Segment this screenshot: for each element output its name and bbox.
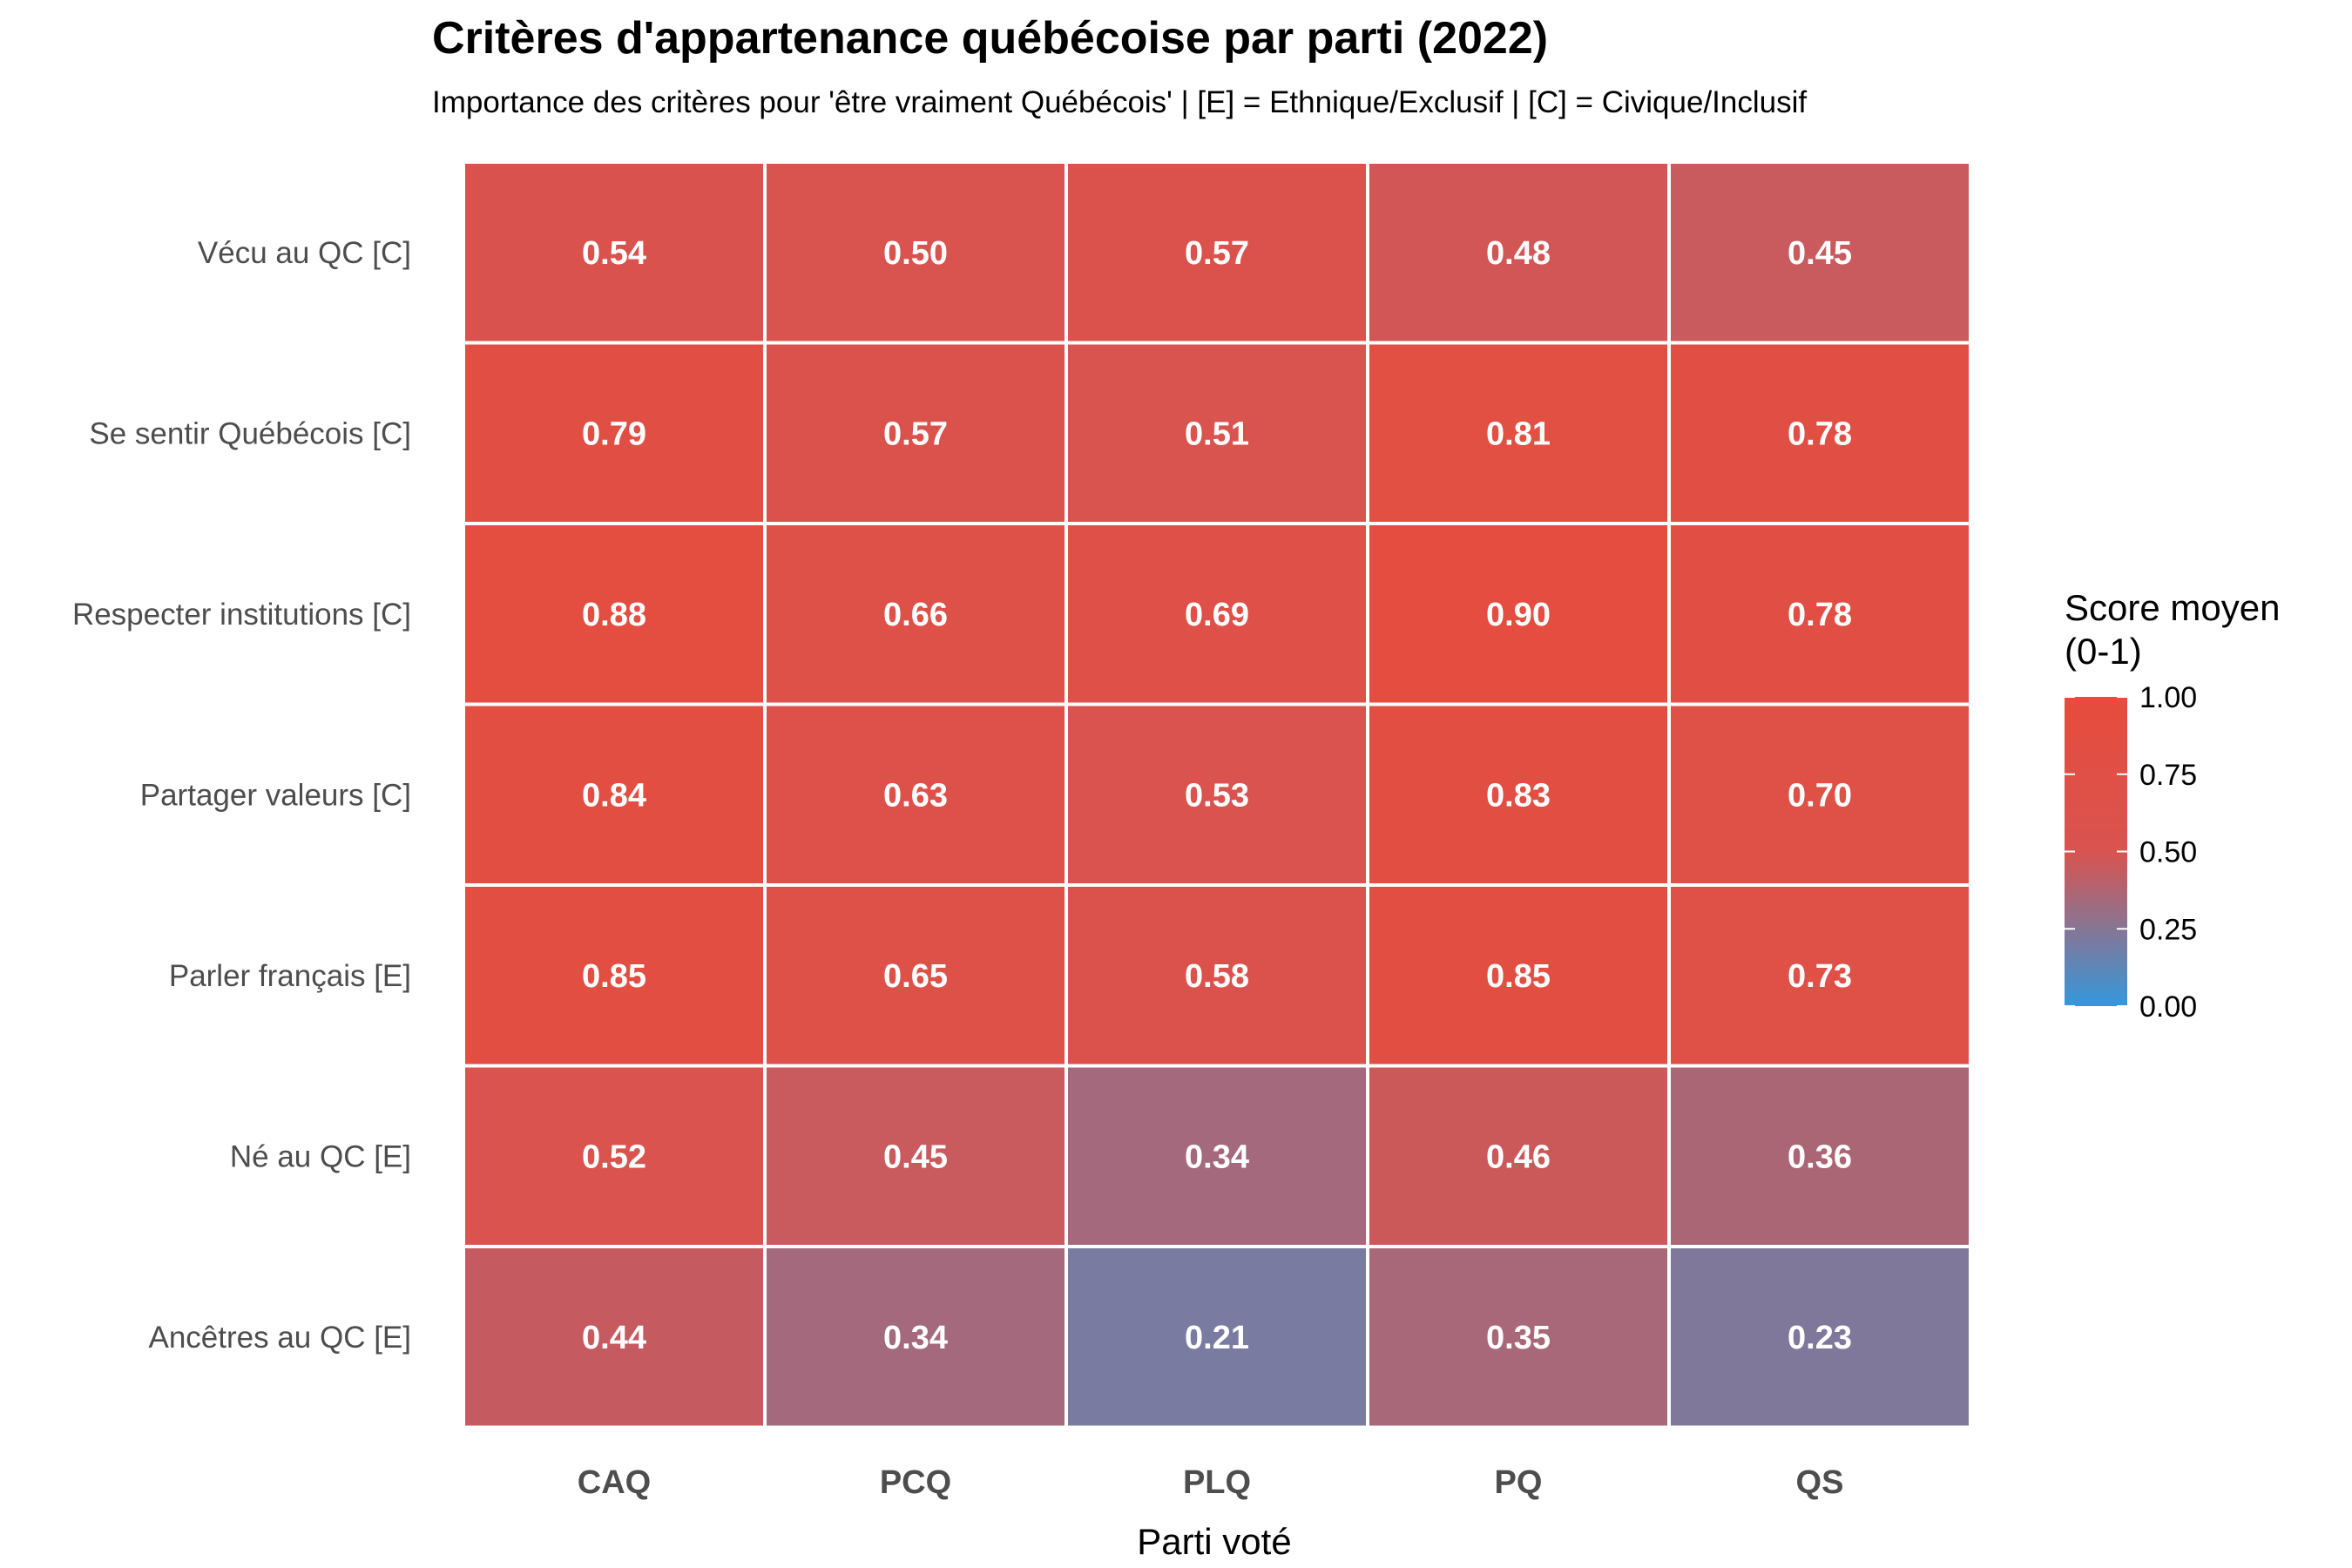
x-tick-label: CAQ (578, 1464, 651, 1501)
legend-title-line-2: (0-1) (2065, 631, 2142, 672)
heatmap-cell (1064, 341, 1369, 525)
chart-subtitle: Importance des critères pour 'être vraim… (432, 85, 1808, 119)
heatmap-cell (1366, 1245, 1671, 1429)
cell-value-label: 0.84 (582, 777, 646, 814)
legend-tick-label: 0.00 (2139, 990, 2197, 1024)
cell-value-label: 0.44 (582, 1320, 646, 1356)
legend-ticks: 0.00 0.25 0.50 0.75 1.00 (2065, 681, 2197, 1024)
heatmap-cells: 0.54 0.50 0.57 0.48 0.45 0.79 0.57 0.51 0.81 0.78… (462, 160, 1972, 1429)
cell-value-label: 0.70 (1788, 777, 1852, 814)
heatmap-cell (763, 1245, 1068, 1429)
heatmap-cell (1064, 522, 1369, 706)
cell-value-label: 0.90 (1486, 597, 1551, 633)
cell-value-label: 0.50 (883, 235, 948, 272)
cell-value-label: 0.51 (1185, 416, 1249, 452)
legend-tick-label: 0.75 (2139, 759, 2197, 792)
heatmap-cell (1667, 1064, 1972, 1248)
heatmap-cell (462, 1064, 767, 1248)
heatmap-cell (1366, 883, 1671, 1068)
cell-value-label: 0.58 (1185, 958, 1249, 995)
cell-value-label: 0.48 (1486, 235, 1551, 272)
cell-value-label: 0.53 (1185, 777, 1249, 814)
cell-value-label: 0.21 (1185, 1320, 1249, 1356)
heatmap-cell (763, 702, 1068, 887)
heatmap-cell (1667, 522, 1972, 706)
heatmap-cell (462, 1245, 767, 1429)
x-axis-title: Parti voté (1137, 1521, 1291, 1562)
legend-tick-label: 0.25 (2139, 913, 2197, 946)
x-tick-label: PCQ (880, 1464, 951, 1501)
cell-value-label: 0.65 (883, 958, 948, 995)
heatmap-cell (1366, 522, 1671, 706)
heatmap-cell (1064, 883, 1369, 1068)
heatmap-cell (462, 341, 767, 525)
heatmap-cell (1667, 1245, 1972, 1429)
legend-title-line-1: Score moyen (2065, 587, 2280, 628)
cell-value-label: 0.63 (883, 777, 948, 814)
heatmap-cell (462, 522, 767, 706)
y-tick-label: Vécu au QC [C] (198, 236, 411, 270)
column-labels: CAQ PCQ PLQ PQ QS (578, 1464, 1844, 1501)
cell-value-label: 0.83 (1486, 777, 1551, 814)
cell-value-label: 0.85 (1486, 958, 1551, 995)
cell-value-label: 0.36 (1788, 1139, 1852, 1175)
heatmap-cell (1064, 702, 1369, 887)
y-tick-label: Parler français [E] (169, 959, 411, 993)
heatmap-cell (1667, 702, 1972, 887)
cell-value-label: 0.88 (582, 597, 646, 633)
cell-value-label: 0.57 (883, 416, 948, 452)
cell-value-label: 0.73 (1788, 958, 1852, 995)
y-tick-label: Ancêtres au QC [E] (148, 1321, 411, 1355)
legend-tick-label: 0.50 (2139, 836, 2197, 869)
cell-value-label: 0.54 (582, 235, 646, 272)
y-tick-label: Se sentir Québécois [C] (89, 416, 411, 450)
x-tick-label: PLQ (1183, 1464, 1251, 1501)
x-tick-label: QS (1796, 1464, 1844, 1501)
heatmap-cell (763, 1064, 1068, 1248)
heatmap-cell (763, 522, 1068, 706)
heatmap-cell (1667, 160, 1972, 345)
heatmap-cell (1366, 160, 1671, 345)
x-tick-label: PQ (1495, 1464, 1543, 1501)
heatmap-cell (1064, 1064, 1369, 1248)
cell-value-label: 0.78 (1788, 597, 1852, 633)
cell-value-label: 0.85 (582, 958, 646, 995)
cell-value-label: 0.69 (1185, 597, 1249, 633)
cell-value-label: 0.34 (883, 1320, 948, 1356)
heatmap-cell (462, 883, 767, 1068)
y-tick-label: Né au QC [E] (230, 1139, 411, 1173)
cell-value-label: 0.52 (582, 1139, 646, 1175)
cell-value-label: 0.23 (1788, 1320, 1852, 1356)
y-tick-label: Respecter institutions [C] (72, 598, 411, 632)
chart-title: Critères d'appartenance québécoise par p… (432, 13, 1549, 64)
y-tick-label: Partager valeurs [C] (140, 778, 411, 812)
legend-tick-label: 1.00 (2139, 681, 2197, 714)
cell-value-label: 0.78 (1788, 416, 1852, 452)
color-legend: Score moyen (0-1) 0.00 0.25 0.50 0.75 1.00 (2065, 587, 2280, 1024)
cell-value-label: 0.81 (1486, 416, 1551, 452)
heatmap-cell (763, 341, 1068, 525)
cell-value-label: 0.46 (1486, 1139, 1551, 1175)
cell-value-label: 0.34 (1185, 1139, 1249, 1175)
cell-value-label: 0.57 (1185, 235, 1249, 272)
cell-value-label: 0.79 (582, 416, 646, 452)
cell-value-label: 0.45 (883, 1139, 948, 1175)
heatmap-cell (1667, 883, 1972, 1068)
cell-value-label: 0.45 (1788, 235, 1852, 272)
heatmap-cell (1667, 341, 1972, 525)
cell-value-label: 0.35 (1486, 1320, 1551, 1356)
heatmap-cell (1064, 1245, 1369, 1429)
cell-value-label: 0.66 (883, 597, 948, 633)
row-labels: Vécu au QC [C] Se sentir Québécois [C] Res… (72, 236, 411, 1355)
